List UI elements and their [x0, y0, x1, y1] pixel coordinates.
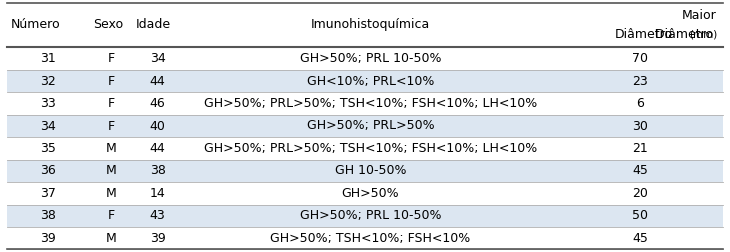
Text: 70: 70: [632, 52, 648, 65]
Text: 44: 44: [150, 142, 166, 155]
Text: GH>50%; PRL 10-50%: GH>50%; PRL 10-50%: [299, 52, 441, 65]
Text: F: F: [107, 52, 115, 65]
Text: 40: 40: [150, 119, 166, 133]
Text: GH 10-50%: GH 10-50%: [334, 164, 406, 177]
Bar: [7, 92, 723, 115]
Text: Número: Número: [11, 18, 61, 32]
Text: 6: 6: [637, 97, 645, 110]
Text: 34: 34: [150, 52, 166, 65]
Text: 31: 31: [41, 52, 56, 65]
Text: GH>50%; TSH<10%; FSH<10%: GH>50%; TSH<10%; FSH<10%: [270, 232, 471, 245]
Bar: [7, 160, 723, 182]
Bar: [7, 182, 723, 205]
Text: F: F: [107, 75, 115, 88]
Bar: [7, 3, 723, 47]
Text: 23: 23: [633, 75, 648, 88]
Text: M: M: [106, 187, 116, 200]
Text: GH<10%; PRL<10%: GH<10%; PRL<10%: [307, 75, 434, 88]
Text: GH>50%: GH>50%: [342, 187, 399, 200]
Text: F: F: [107, 209, 115, 222]
Text: F: F: [107, 97, 115, 110]
Text: Diâmetro: Diâmetro: [615, 28, 672, 41]
Text: 44: 44: [150, 75, 166, 88]
Text: 14: 14: [150, 187, 166, 200]
Text: 38: 38: [40, 209, 56, 222]
Text: M: M: [106, 164, 116, 177]
Text: 32: 32: [41, 75, 56, 88]
Text: 36: 36: [41, 164, 56, 177]
Text: 33: 33: [41, 97, 56, 110]
Bar: [7, 70, 723, 92]
Text: 21: 21: [633, 142, 648, 155]
Text: M: M: [106, 142, 116, 155]
Text: GH>50%; PRL>50%; TSH<10%; FSH<10%; LH<10%: GH>50%; PRL>50%; TSH<10%; FSH<10%; LH<10…: [204, 97, 537, 110]
Text: Diâmetro: Diâmetro: [655, 28, 717, 41]
Text: GH>50%; PRL>50%: GH>50%; PRL>50%: [307, 119, 434, 133]
Bar: [7, 227, 723, 249]
Text: Sexo: Sexo: [93, 18, 123, 32]
Text: 43: 43: [150, 209, 166, 222]
Bar: [7, 47, 723, 70]
Text: GH>50%; PRL 10-50%: GH>50%; PRL 10-50%: [299, 209, 441, 222]
Bar: [7, 115, 723, 137]
Text: 38: 38: [150, 164, 166, 177]
Bar: [7, 205, 723, 227]
Text: Imunohistoquímica: Imunohistoquímica: [311, 18, 430, 32]
Text: 34: 34: [41, 119, 56, 133]
Text: 35: 35: [40, 142, 56, 155]
Text: M: M: [106, 232, 116, 245]
Text: Idade: Idade: [136, 18, 172, 32]
Text: F: F: [107, 119, 115, 133]
Text: 39: 39: [41, 232, 56, 245]
Text: 39: 39: [150, 232, 166, 245]
Text: (mm): (mm): [688, 30, 717, 40]
Text: 30: 30: [632, 119, 648, 133]
Text: 45: 45: [632, 232, 648, 245]
Text: GH>50%; PRL>50%; TSH<10%; FSH<10%; LH<10%: GH>50%; PRL>50%; TSH<10%; FSH<10%; LH<10…: [204, 142, 537, 155]
Text: Maior: Maior: [683, 10, 717, 22]
Text: 20: 20: [632, 187, 648, 200]
Text: 45: 45: [632, 164, 648, 177]
Text: 50: 50: [632, 209, 648, 222]
Text: 37: 37: [40, 187, 56, 200]
Bar: [7, 137, 723, 160]
Text: 46: 46: [150, 97, 166, 110]
